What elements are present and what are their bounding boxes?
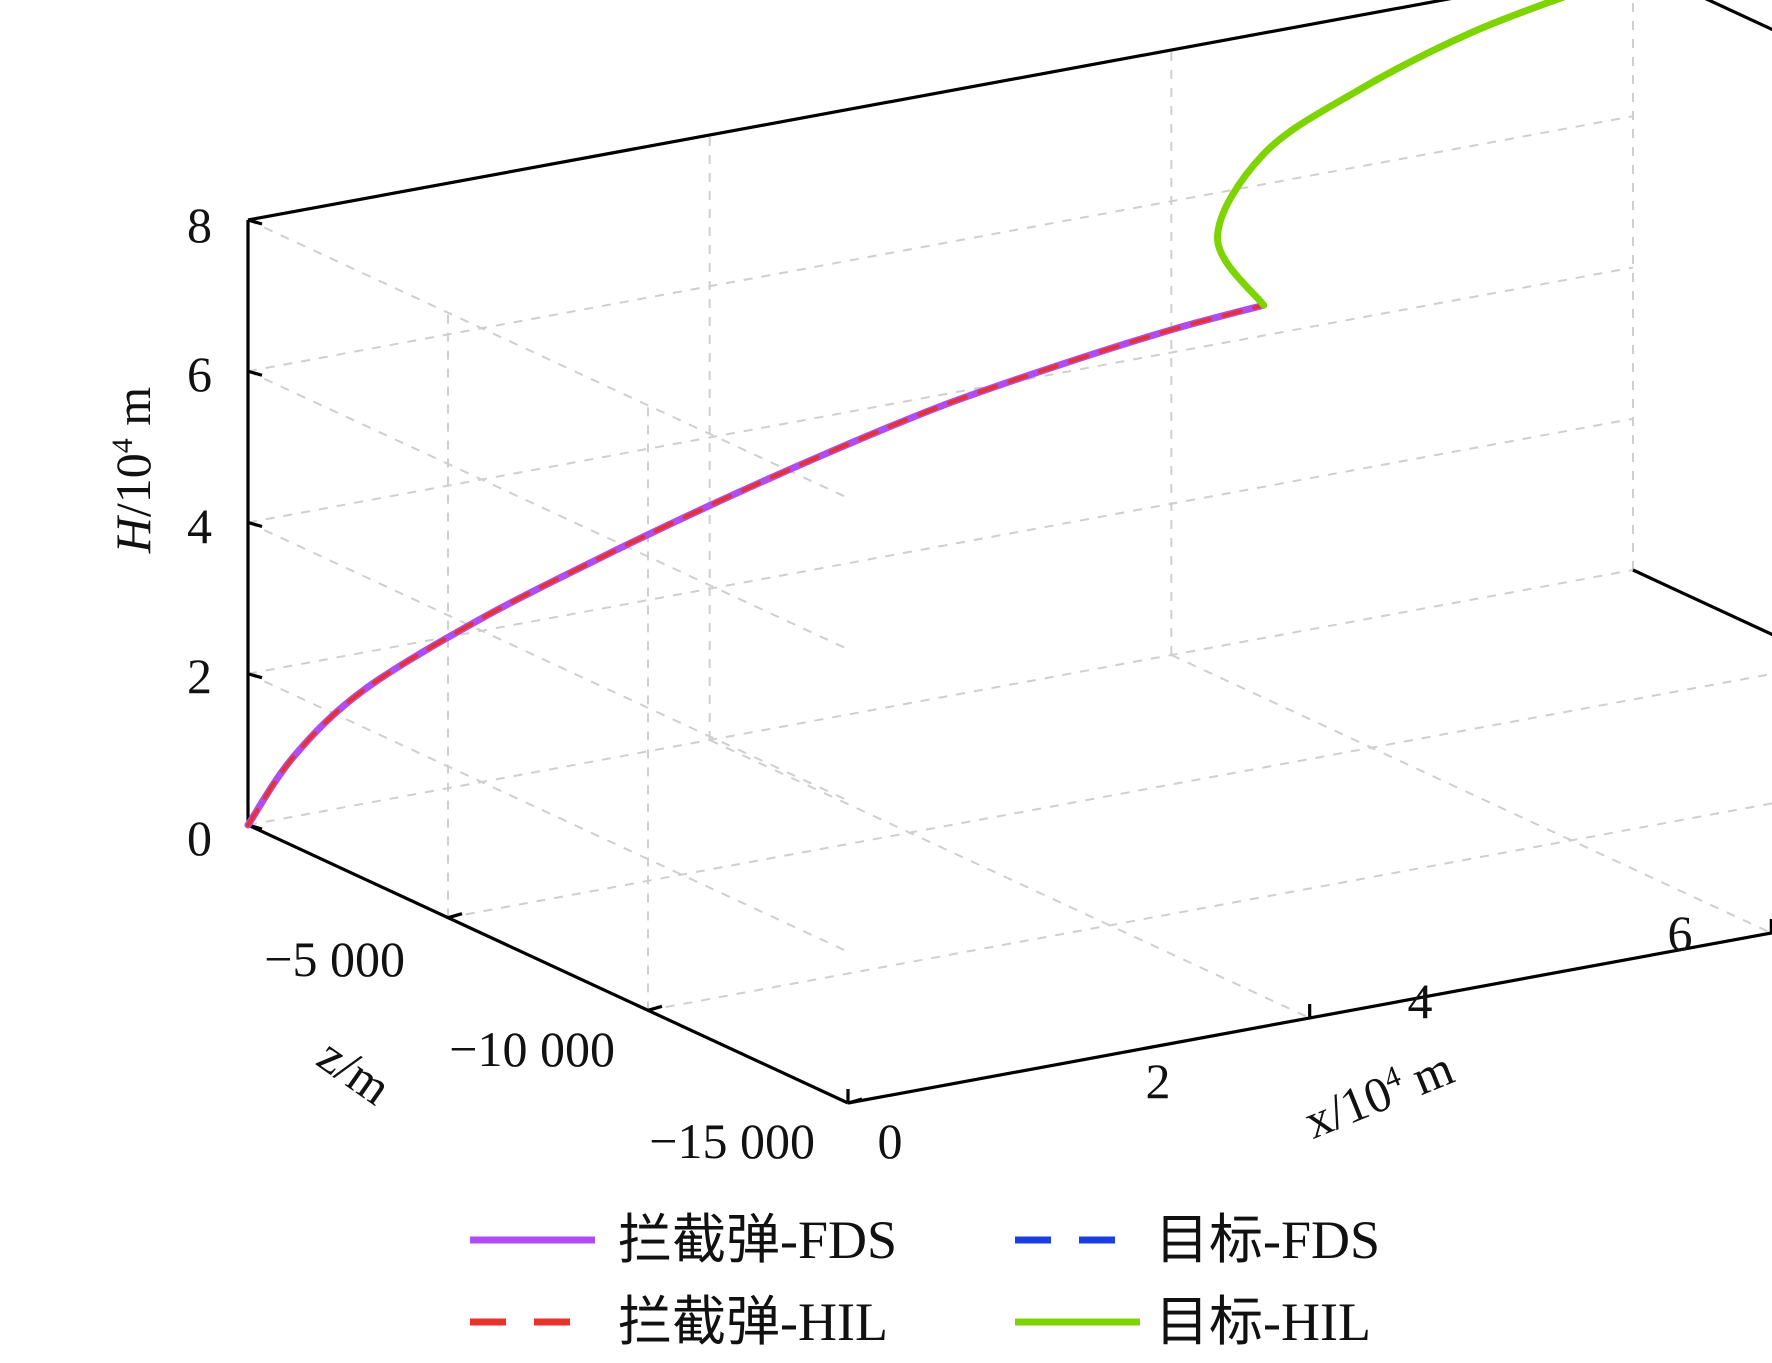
grid-line — [709, 739, 1311, 1019]
h-tick-mark — [247, 520, 263, 529]
grid-line — [247, 266, 1634, 524]
h-axis: 8 6 4 2 0 H/104 m — [105, 197, 212, 866]
grid-line — [247, 0, 1449, 221]
grid-line — [247, 219, 849, 499]
legend-item: 拦截弹-HIL — [470, 1292, 888, 1352]
legend-item: 目标-HIL — [1015, 1292, 1371, 1352]
series-line — [1213, 0, 1566, 309]
z-axis-label: z/m — [308, 1027, 402, 1116]
h-tick-mark — [247, 218, 263, 226]
legend: 拦截弹-FDS 拦截弹-HIL 目标-FDS 目标-HIL — [470, 1210, 1380, 1352]
grid-line — [447, 672, 1772, 919]
x-tick-label: 6 — [1668, 905, 1693, 961]
axis-edge — [247, 823, 849, 1105]
data-curves — [244, 0, 1566, 829]
h-tick-label: 8 — [187, 197, 212, 253]
axis-edge — [1632, 568, 1772, 637]
h-tick-label: 0 — [187, 810, 212, 866]
x-tick-label: 4 — [1408, 973, 1433, 1029]
axis-edge — [1704, 0, 1772, 32]
grid-lines — [247, 0, 1772, 1104]
x-tick-label: 0 — [878, 1113, 903, 1169]
series-line — [1215, 0, 1562, 308]
z-tick-mark — [447, 912, 463, 920]
axis-edge — [247, 0, 1452, 222]
axes-box — [246, 0, 1772, 1105]
z-tick-label: −15 000 — [649, 1113, 815, 1169]
z-tick-label: −5 000 — [264, 931, 405, 987]
legend-label: 拦截弹-HIL — [618, 1292, 888, 1352]
grid-line — [247, 569, 1634, 826]
legend-item: 拦截弹-FDS — [470, 1210, 897, 1270]
series-line — [246, 303, 1266, 827]
grid-line — [1170, 654, 1772, 934]
h-tick-mark — [247, 672, 263, 680]
grid-line — [247, 672, 849, 953]
x-tick-label: 2 — [1146, 1053, 1171, 1109]
axis-edge — [847, 931, 1772, 1105]
series-line — [244, 301, 1268, 829]
legend-label: 拦截弹-FDS — [618, 1210, 897, 1270]
z-tick-mark — [847, 1097, 863, 1105]
grid-line — [247, 115, 1634, 373]
grid-line — [247, 521, 849, 802]
h-tick-label: 4 — [187, 498, 212, 554]
grid-line — [247, 370, 849, 651]
legend-label: 目标-HIL — [1155, 1292, 1371, 1352]
z-tick-label: −10 000 — [449, 1021, 615, 1077]
legend-item: 目标-FDS — [1015, 1210, 1380, 1270]
h-tick-mark — [247, 369, 263, 377]
h-tick-label: 6 — [187, 346, 212, 402]
grid-line — [247, 417, 1634, 675]
z-tick-mark — [647, 1004, 663, 1012]
x-axis: 0 2 4 6 x/104 m — [878, 905, 1693, 1169]
h-axis-label: H/104 m — [105, 387, 161, 555]
h-tick-label: 2 — [187, 648, 212, 704]
x-axis-label: x/104 m — [1296, 1039, 1461, 1149]
legend-label: 目标-FDS — [1155, 1210, 1380, 1270]
grid-line — [647, 802, 1772, 1012]
